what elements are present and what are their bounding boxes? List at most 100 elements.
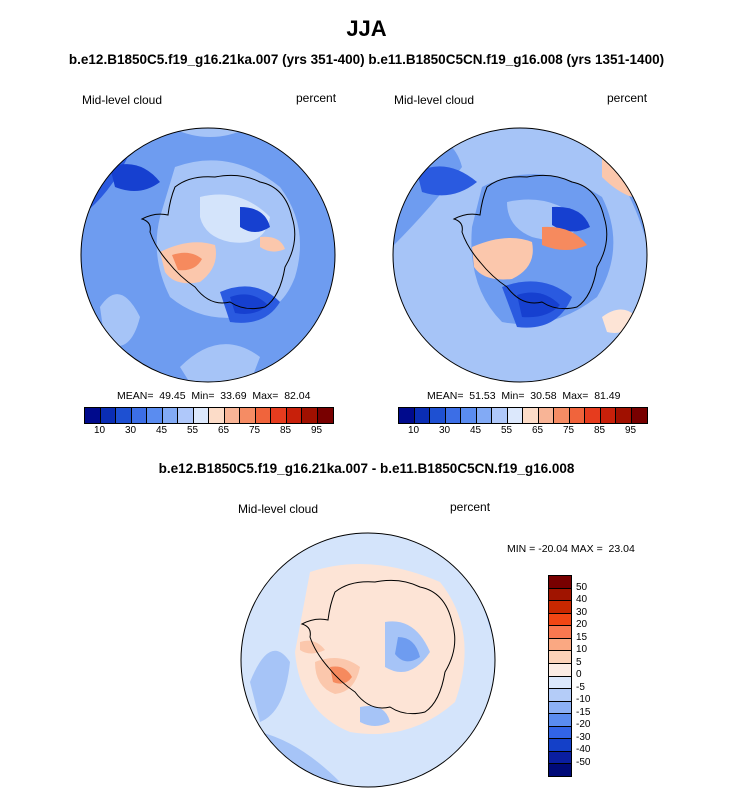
colorbar-tick-label: -5 bbox=[576, 681, 585, 693]
panel1-map bbox=[80, 127, 336, 383]
colorbar-swatch bbox=[302, 408, 318, 423]
colorbar-tick-label: 20 bbox=[576, 619, 588, 630]
colorbar-swatch bbox=[616, 408, 632, 423]
field-contour bbox=[330, 666, 352, 684]
panel3-map bbox=[240, 532, 496, 788]
colorbar-swatch bbox=[255, 408, 271, 423]
field-contour bbox=[100, 294, 140, 347]
colorbar-swatch bbox=[286, 408, 302, 423]
colorbar-tick-label: 75 bbox=[562, 425, 575, 436]
colorbar-tick-label: 85 bbox=[593, 425, 606, 436]
colorbar-swatch bbox=[549, 676, 571, 690]
page-title: JJA bbox=[346, 16, 387, 41]
field-contour bbox=[472, 238, 533, 280]
map-border bbox=[80, 127, 336, 383]
colorbar-swatch bbox=[317, 408, 333, 423]
field-contour bbox=[260, 236, 285, 252]
panel1-colorbar bbox=[84, 407, 334, 424]
colorbar-swatch bbox=[492, 408, 508, 423]
panel1-variable-label: Mid-level cloud bbox=[82, 93, 163, 107]
colorbar-swatch bbox=[100, 408, 116, 423]
colorbar-swatch bbox=[549, 651, 571, 664]
colorbar-tick-label: 15 bbox=[576, 631, 588, 643]
colorbar-swatch bbox=[430, 408, 446, 423]
panel3-colorbar bbox=[548, 575, 572, 777]
coastline bbox=[140, 174, 296, 310]
colorbar-swatch bbox=[162, 408, 178, 423]
colorbar-swatch bbox=[240, 408, 256, 423]
colorbar-swatch bbox=[147, 408, 163, 423]
map-border bbox=[392, 127, 648, 383]
colorbar-tick-label: 85 bbox=[279, 425, 292, 436]
panel1-colorbar-ticks: 10 30 45 55 65 75 85 95 bbox=[84, 425, 334, 439]
field-contour bbox=[395, 637, 420, 662]
colorbar-swatch bbox=[549, 726, 571, 740]
colorbar-swatch bbox=[461, 408, 477, 423]
colorbar-swatch bbox=[549, 714, 571, 727]
field-contour bbox=[360, 706, 390, 726]
subtitle-top: b.e12.B1850C5.f19_g16.21ka.007 (yrs 351-… bbox=[68, 52, 665, 67]
colorbar-tick-label: 65 bbox=[217, 425, 230, 436]
coastline bbox=[452, 174, 608, 310]
colorbar-swatch bbox=[549, 663, 571, 677]
field-contour bbox=[172, 252, 202, 271]
subtitle-diff: b.e12.B1850C5.f19_g16.21ka.007 - b.e11.B… bbox=[158, 461, 575, 476]
field-contour bbox=[110, 164, 160, 191]
colorbar-swatch bbox=[554, 408, 570, 423]
colorbar-tick-label: 10 bbox=[407, 425, 420, 436]
colorbar-swatch bbox=[445, 408, 461, 423]
colorbar-swatch bbox=[631, 408, 647, 423]
colorbar-tick-label: -10 bbox=[576, 694, 591, 705]
panel2-units-label: percent bbox=[607, 91, 648, 105]
colorbar-swatch bbox=[549, 626, 571, 639]
colorbar-swatch bbox=[549, 739, 571, 752]
colorbar-swatch bbox=[131, 408, 147, 423]
colorbar-swatch bbox=[549, 701, 571, 715]
field-contour bbox=[552, 206, 590, 232]
panel3-stats: MIN = -20.04 MAX = 23.04 bbox=[507, 543, 635, 555]
panel1-units-label: percent bbox=[296, 91, 337, 105]
colorbar-tick-label: 30 bbox=[576, 606, 588, 618]
colorbar-swatch bbox=[549, 764, 571, 776]
field-contour bbox=[240, 207, 270, 232]
colorbar-swatch bbox=[549, 576, 571, 589]
colorbar-tick-label: -40 bbox=[576, 744, 591, 755]
colorbar-tick-label: -15 bbox=[576, 706, 591, 718]
colorbar-tick-label: 0 bbox=[576, 669, 582, 680]
colorbar-swatch bbox=[414, 408, 430, 423]
colorbar-tick-label: 55 bbox=[500, 425, 513, 436]
panel2-map bbox=[392, 127, 648, 383]
panel3-colorbar-ticks: 50 40 30 20 15 10 5 0 -5 -10 -15 -20 -30 -40 -50 bbox=[576, 575, 616, 775]
colorbar-tick-label: 75 bbox=[248, 425, 261, 436]
colorbar-swatch bbox=[193, 408, 209, 423]
field-contour bbox=[250, 650, 290, 722]
field-contour bbox=[180, 344, 260, 382]
colorbar-swatch bbox=[585, 408, 601, 423]
colorbar-swatch bbox=[549, 751, 571, 765]
colorbar-tick-label: 40 bbox=[576, 594, 588, 605]
coastline bbox=[300, 579, 456, 715]
colorbar-tick-label: 45 bbox=[155, 425, 168, 436]
colorbar-tick-label: 5 bbox=[576, 656, 582, 668]
colorbar-swatch bbox=[538, 408, 554, 423]
map-border bbox=[240, 532, 496, 788]
colorbar-swatch bbox=[549, 601, 571, 614]
colorbar-tick-label: -30 bbox=[576, 731, 591, 743]
colorbar-swatch bbox=[476, 408, 492, 423]
colorbar-swatch bbox=[224, 408, 240, 423]
panel3-units-label: percent bbox=[450, 500, 491, 514]
colorbar-swatch bbox=[209, 408, 225, 423]
field-contour bbox=[230, 294, 268, 314]
panel3-variable-label: Mid-level cloud bbox=[238, 502, 319, 516]
colorbar-tick-label: 95 bbox=[624, 425, 637, 436]
colorbar-tick-label: 30 bbox=[438, 425, 451, 436]
field-contour bbox=[602, 157, 632, 197]
colorbar-tick-label: -20 bbox=[576, 719, 591, 730]
panel2-stats: MEAN= 51.53 Min= 30.58 Max= 81.49 bbox=[427, 390, 621, 402]
colorbar-swatch bbox=[549, 613, 571, 627]
field-contour bbox=[300, 640, 325, 654]
field-contour bbox=[517, 292, 560, 318]
colorbar-swatch bbox=[523, 408, 539, 423]
colorbar-swatch bbox=[399, 408, 415, 423]
colorbar-tick-label: 55 bbox=[186, 425, 199, 436]
